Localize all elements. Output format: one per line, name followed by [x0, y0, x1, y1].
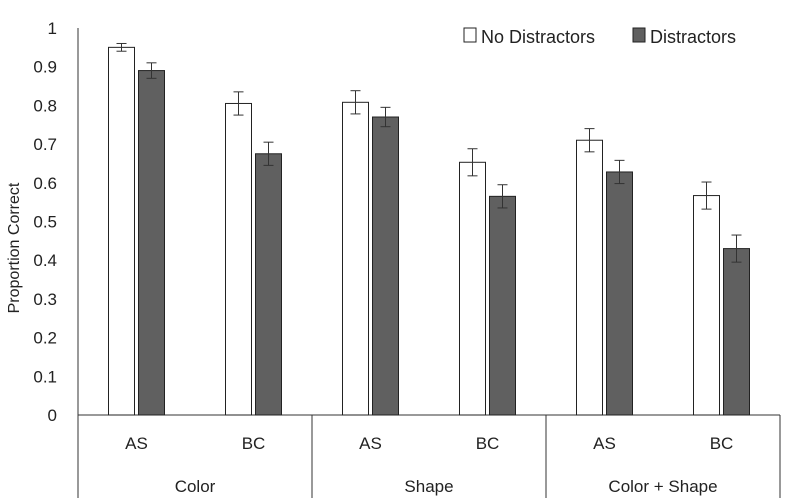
y-tick-label: 0.2: [33, 329, 57, 348]
y-tick-label: 0.4: [33, 251, 57, 270]
axes: [77, 28, 781, 498]
y-tick-label: 0.6: [33, 174, 57, 193]
bar-distractors: [606, 171, 633, 416]
legend-label-distractors: Distractors: [650, 27, 736, 47]
x-category-label: BC: [242, 434, 266, 453]
x-group-label: Color + Shape: [608, 477, 717, 496]
y-tick-labels: 0 0.1 0.2 0.3 0.4 0.5 0.6 0.7 0.8 0.9 1: [33, 19, 57, 425]
bar-distractors: [489, 195, 516, 416]
y-tick-label: 0.3: [33, 290, 57, 309]
y-tick-label: 0.7: [33, 135, 57, 154]
x-tick-labels: Color Shape Color + Shape AS BC AS BC AS BC: [125, 434, 733, 496]
x-group-label: Color: [175, 477, 216, 496]
x-category-label: BC: [710, 434, 734, 453]
x-category-label: BC: [476, 434, 500, 453]
y-tick-label: 0.8: [33, 96, 57, 115]
bar-no-distractors: [225, 102, 252, 416]
bar-distractors: [138, 70, 165, 416]
bar-no-distractors: [342, 101, 369, 416]
bar-no-distractors: [693, 195, 720, 416]
bar-distractors: [372, 116, 399, 416]
y-tick-label: 0.9: [33, 58, 57, 77]
bar-distractors: [723, 248, 750, 416]
y-tick-label: 0.1: [33, 367, 57, 386]
x-category-label: AS: [593, 434, 616, 453]
bar-no-distractors: [459, 161, 486, 416]
legend-swatch-no-distractors: [463, 27, 477, 43]
bar-no-distractors: [576, 139, 603, 416]
x-category-label: AS: [125, 434, 148, 453]
x-category-label: AS: [359, 434, 382, 453]
y-axis-label: Proportion Correct: [6, 182, 23, 313]
legend-label-no-distractors: No Distractors: [481, 27, 595, 47]
x-group-label: Shape: [404, 477, 453, 496]
bar-distractors: [255, 153, 282, 416]
bar-no-distractors: [108, 46, 135, 416]
legend: No Distractors Distractors: [463, 27, 736, 47]
y-tick-label: 0: [48, 406, 57, 425]
legend-swatch-distractors: [632, 27, 646, 43]
bars: [108, 46, 750, 416]
y-tick-label: 0.5: [33, 213, 57, 232]
error-bars: [116, 42, 742, 263]
y-tick-label: 1: [48, 19, 57, 38]
